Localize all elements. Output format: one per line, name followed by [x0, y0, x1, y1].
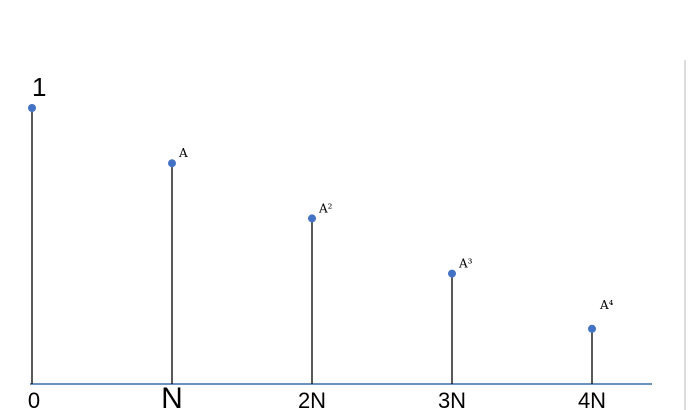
x-tick-label: N	[161, 382, 183, 410]
point-value-label: A³	[458, 257, 473, 271]
stem-marker	[168, 159, 176, 168]
stem-marker	[308, 214, 316, 223]
x-tick-label: 2N	[298, 388, 326, 410]
point-value-label: A⁴	[599, 298, 614, 312]
point-value-label: A²	[318, 201, 333, 215]
point-value-label: A	[178, 146, 188, 160]
x-tick-label: 0	[28, 388, 40, 410]
x-tick-label: 3N	[438, 388, 466, 410]
stem-marker	[28, 104, 36, 112]
x-tick-label: 4N	[578, 388, 606, 410]
stem-marker	[588, 324, 596, 333]
stem-marker	[448, 269, 456, 278]
point-value-label: 1	[32, 72, 46, 102]
